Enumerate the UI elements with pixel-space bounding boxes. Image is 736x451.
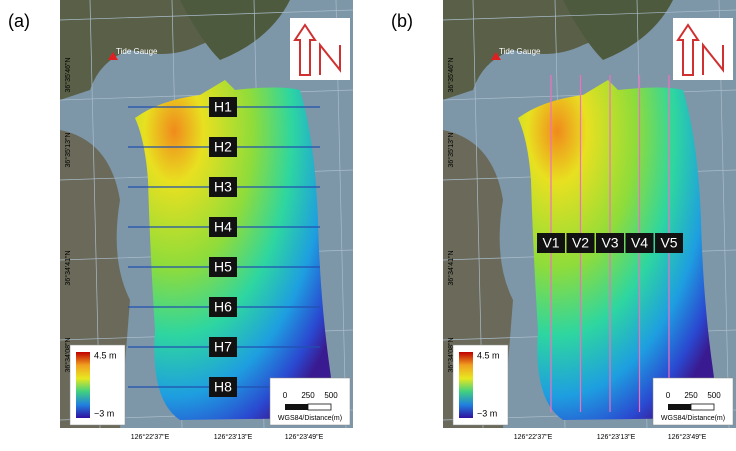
legend-max: 4.5 m <box>94 350 117 360</box>
map-panel: (a) Tide Gauge 36°35'46"N 36°35'13"N 36°34'4… <box>8 0 353 441</box>
color-bar <box>459 352 473 418</box>
bathymetry <box>135 80 331 420</box>
transect-label: V2 <box>572 235 589 251</box>
latitude-label: 36°35'46"N <box>447 57 455 92</box>
transect-label: H1 <box>214 99 232 115</box>
legend-min: −3 m <box>94 408 114 418</box>
transect-label: V3 <box>601 235 618 251</box>
scale-tick-label: 500 <box>707 391 721 400</box>
transect-label: H4 <box>214 219 232 235</box>
scale-tick-label: 500 <box>324 391 338 400</box>
longitude-label: 126°23'49"E <box>285 433 324 441</box>
panel-label: (b) <box>391 11 413 31</box>
longitude-label: 126°22'37"E <box>514 433 553 441</box>
map-panel: (b) Tide Gauge 36°35'46"N 36°35'13"N 36°34'4… <box>391 0 736 441</box>
latitude-label: 36°35'13"N <box>447 132 455 167</box>
scale-caption: WGS84/Distance(m) <box>661 415 725 422</box>
latitude-label: 36°34'41"N <box>64 250 72 285</box>
latitude-label: 36°35'46"N <box>64 57 72 92</box>
scale-bar-light <box>691 404 714 410</box>
panel-label: (a) <box>8 11 30 31</box>
transect-label: H8 <box>214 379 232 395</box>
scale-bar-light <box>308 404 331 410</box>
transect-label: H5 <box>214 259 232 275</box>
scale-tick-label: 250 <box>684 391 698 400</box>
latitude-label: 36°34'41"N <box>447 250 455 285</box>
longitude-label: 126°23'13"E <box>597 433 636 441</box>
longitude-label: 126°22'37"E <box>131 433 170 441</box>
tide-gauge-label: Tide Gauge <box>116 47 158 56</box>
transect-label: V5 <box>660 235 677 251</box>
transect-label: H3 <box>214 179 232 195</box>
latitude-label: 36°35'13"N <box>64 132 72 167</box>
scale-caption: WGS84/Distance(m) <box>278 415 342 422</box>
transect-label: H6 <box>214 299 232 315</box>
transect-label: V4 <box>631 235 648 251</box>
scale-tick-label: 250 <box>301 391 315 400</box>
legend-max: 4.5 m <box>477 350 500 360</box>
tide-gauge-label: Tide Gauge <box>499 47 541 56</box>
figure: (a) Tide Gauge 36°35'46"N 36°35'13"N 36°34'4… <box>0 0 736 446</box>
longitude-label: 126°23'49"E <box>668 433 707 441</box>
scale-tick-label: 0 <box>283 391 288 400</box>
scale-tick-label: 0 <box>666 391 671 400</box>
longitude-label: 126°23'13"E <box>214 433 253 441</box>
scale-bar-dark <box>285 404 308 410</box>
color-bar <box>76 352 90 418</box>
transect-label: V1 <box>542 235 559 251</box>
transect-label: H2 <box>214 139 232 155</box>
legend-min: −3 m <box>477 408 497 418</box>
scale-bar-dark <box>668 404 691 410</box>
transect-label: H7 <box>214 339 232 355</box>
